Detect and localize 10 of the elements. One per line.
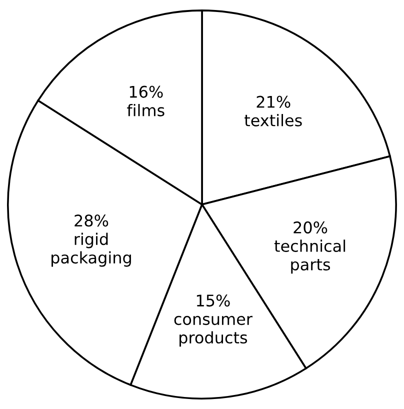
data-label: 28% — [74, 214, 108, 227]
data-label: 16% — [130, 86, 163, 98]
data-label: 15% — [196, 294, 230, 307]
slice-label: films — [127, 104, 164, 116]
slice-label: rigid packaging — [52, 232, 131, 267]
data-label: 21% — [256, 96, 290, 108]
slice-label: textiles — [244, 114, 302, 126]
data-label: 20% — [294, 221, 328, 234]
slice-label: consumer products — [174, 316, 252, 347]
slice-label: technical parts — [274, 240, 346, 274]
